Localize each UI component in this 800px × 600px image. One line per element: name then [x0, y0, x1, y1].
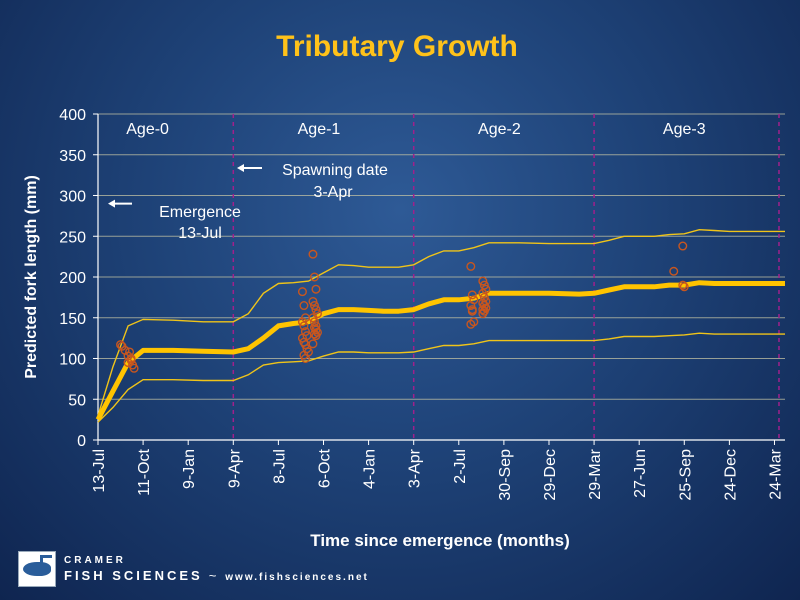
emergence-arrowhead — [108, 199, 115, 208]
y-tick-label: 350 — [59, 148, 86, 165]
brand-url: www.fishsciences.net — [225, 571, 369, 583]
spawning-label: Spawning date — [282, 162, 388, 179]
observed-point — [478, 276, 488, 286]
observed-point — [669, 266, 679, 276]
y-axis-label: Predicted fork length (mm) — [23, 175, 40, 379]
x-tick-label: 9-Jan — [181, 449, 198, 489]
y-tick-label: 250 — [59, 229, 86, 246]
observed-point — [309, 317, 319, 327]
y-tick-label: 50 — [68, 392, 86, 409]
y-tick-label: 200 — [59, 270, 86, 287]
y-tick-label: 150 — [59, 311, 86, 328]
plot-area: 0 50 100 150 200 250 300 350 400 13-Jul 11-Oct 9-Ja… — [59, 107, 785, 501]
fish-icon — [23, 562, 51, 576]
x-tick-label: 24-Mar — [767, 448, 784, 499]
x-tick-label: 13-Jul — [91, 449, 108, 493]
age-label: Age-2 — [478, 121, 521, 138]
observed-point — [308, 249, 318, 259]
y-tick-label: 100 — [59, 352, 86, 369]
observed-point — [129, 363, 139, 373]
x-tick-label: 29-Dec — [542, 449, 559, 501]
observed-point — [309, 329, 319, 339]
x-tick-label: 6-Oct — [316, 448, 333, 488]
observed-point — [466, 301, 476, 311]
y-tick-label: 400 — [59, 107, 86, 124]
lower-bound-line — [97, 332, 785, 423]
age-label: Age-1 — [298, 121, 341, 138]
observed-point — [467, 290, 477, 300]
observed-point — [125, 347, 135, 357]
observed-point — [466, 319, 476, 329]
observed-point — [466, 261, 476, 271]
observed-point — [311, 284, 321, 294]
brand-top: Cramer — [64, 554, 126, 566]
observed-point — [678, 241, 688, 251]
brand-name: Fish Sciences — [64, 567, 203, 583]
observed-point — [308, 339, 318, 349]
observed-point — [478, 305, 488, 315]
observed-point — [478, 288, 488, 298]
x-tick-label: 11-Oct — [136, 448, 153, 495]
observed-point — [299, 321, 309, 331]
observed-point — [311, 331, 321, 341]
observed-point — [679, 282, 689, 292]
emergence-label: Emergence — [159, 204, 241, 221]
grid-icon — [40, 555, 52, 565]
observed-point — [479, 280, 489, 290]
x-tick-label: 27-Jun — [632, 449, 649, 498]
y-tick-label: 0 — [77, 433, 86, 450]
observed-point — [299, 301, 309, 311]
observed-point — [309, 272, 319, 282]
x-tick-label: 4-Jan — [362, 449, 379, 489]
x-tick-label: 24-Dec — [722, 449, 739, 501]
observed-point — [311, 305, 321, 315]
upper-bound-line — [97, 228, 785, 416]
x-tick-label: 8-Jul — [271, 449, 288, 484]
observed-point — [309, 301, 319, 311]
age-label: Age-3 — [663, 121, 706, 138]
observed-point — [297, 317, 307, 327]
x-tick-label: 2-Jul — [452, 449, 469, 484]
x-tick-label: 30-Sep — [497, 449, 514, 501]
spawning-date: 3-Apr — [313, 184, 353, 201]
observed-point — [300, 354, 310, 364]
x-tick-label: 29-Mar — [587, 448, 604, 499]
observed-point — [678, 280, 688, 290]
observed-point — [308, 296, 318, 306]
y-tick-label: 300 — [59, 189, 86, 206]
observed-point — [308, 313, 318, 323]
chart-title: Tributary Growth — [276, 30, 518, 63]
observed-point — [297, 287, 307, 297]
observed-point — [126, 354, 136, 364]
observed-point — [311, 321, 321, 331]
x-tick-label: 3-Apr — [407, 448, 424, 488]
footer: Cramer Fish Sciences ~ www.fishsciences.ne… — [18, 549, 369, 589]
x-axis-label: Time since emergence (months) — [310, 531, 570, 550]
x-tick-label: 25-Sep — [677, 449, 694, 501]
age-label: Age-0 — [126, 121, 169, 138]
emergence-date: 13-Jul — [178, 225, 222, 242]
company-logo — [18, 551, 56, 587]
observed-point — [478, 309, 488, 319]
brand-text: Cramer Fish Sciences ~ www.fishsciences.ne… — [64, 554, 369, 583]
observed-point — [116, 340, 126, 350]
observed-point — [467, 306, 477, 316]
x-tick-label: 9-Apr — [226, 448, 243, 488]
spawning-arrowhead — [237, 164, 244, 173]
brand-separator: ~ — [208, 567, 220, 583]
